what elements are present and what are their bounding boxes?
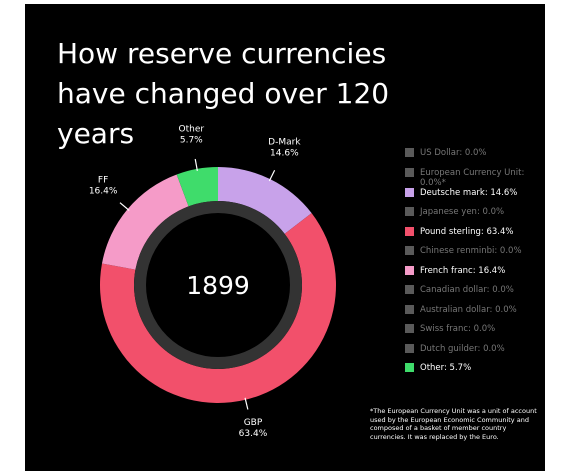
chart-card: How reserve currencies have changed over… [25,4,545,471]
donut-slice [100,213,336,403]
legend-swatch [405,246,414,255]
legend-item: European Currency Unit: 0.0%* [405,167,540,188]
slice-value-label: 14.6% [270,148,299,158]
legend-item: US Dollar: 0.0% [405,148,540,168]
legend-label: Canadian dollar: 0.0% [420,285,514,295]
legend-swatch [405,343,414,353]
slice-name: Other [179,124,205,134]
legend-label: Pound sterling: 63.4% [420,226,514,237]
legend-item: Dutch guilder: 0.0% [405,343,540,364]
legend-label: US Dollar: 0.0% [420,148,487,158]
legend: US Dollar: 0.0% European Currency Unit: 0… [405,148,540,383]
legend-label: European Currency Unit: 0.0%* [420,167,525,188]
legend-item: Deutsche mark: 14.6% [405,187,540,208]
legend-swatch [405,285,414,294]
legend-label: French franc: 16.4% [420,265,506,276]
legend-label: Japanese yen: 0.0% [420,207,505,217]
leader-line [244,397,249,410]
slice-name: D-Mark [268,137,301,147]
leader-line [194,158,198,171]
legend-item: Pound sterling: 63.4% [405,226,540,247]
center-label: 1899 [186,271,250,300]
legend-item: French franc: 16.4% [405,265,540,286]
legend-swatch [405,207,414,216]
legend-label: Dutch guilder: 0.0% [420,343,505,354]
slice-value-label: 63.4% [239,429,268,439]
legend-swatch [405,324,414,333]
legend-item: Japanese yen: 0.0% [405,207,540,227]
legend-swatch [405,167,414,177]
slice-value-label: 5.7% [180,135,203,145]
legend-label: Deutsche mark: 14.6% [420,187,518,198]
legend-swatch [405,304,414,314]
legend-swatch [405,265,414,275]
legend-item: Chinese renminbi: 0.0% [405,246,540,266]
legend-label: Swiss franc: 0.0% [420,324,496,334]
footnote: *The European Currency Unit was a unit o… [370,407,537,441]
legend-item: Canadian dollar: 0.0% [405,285,540,305]
slice-name: GBP [244,418,263,428]
chart-title: How reserve currencies have changed over… [57,37,390,150]
legend-item: Swiss franc: 0.0% [405,324,540,344]
leader-line [119,202,130,211]
donut-slice [101,174,189,270]
donut-slice [218,167,312,234]
slice-value-label: 16.4% [89,187,118,197]
legend-item: Australian dollar: 0.0% [405,304,540,325]
legend-swatch [405,187,414,197]
donut-slice [176,167,218,207]
legend-label: Australian dollar: 0.0% [420,304,517,315]
legend-item: Other: 5.7% [405,363,540,383]
slice-name: FF [98,176,108,186]
leader-line [268,169,276,182]
legend-label: Chinese renminbi: 0.0% [420,246,522,256]
legend-swatch [405,226,414,236]
legend-swatch [405,148,414,157]
legend-label: Other: 5.7% [420,363,472,373]
legend-swatch [405,363,414,372]
inner-ring [134,201,302,369]
